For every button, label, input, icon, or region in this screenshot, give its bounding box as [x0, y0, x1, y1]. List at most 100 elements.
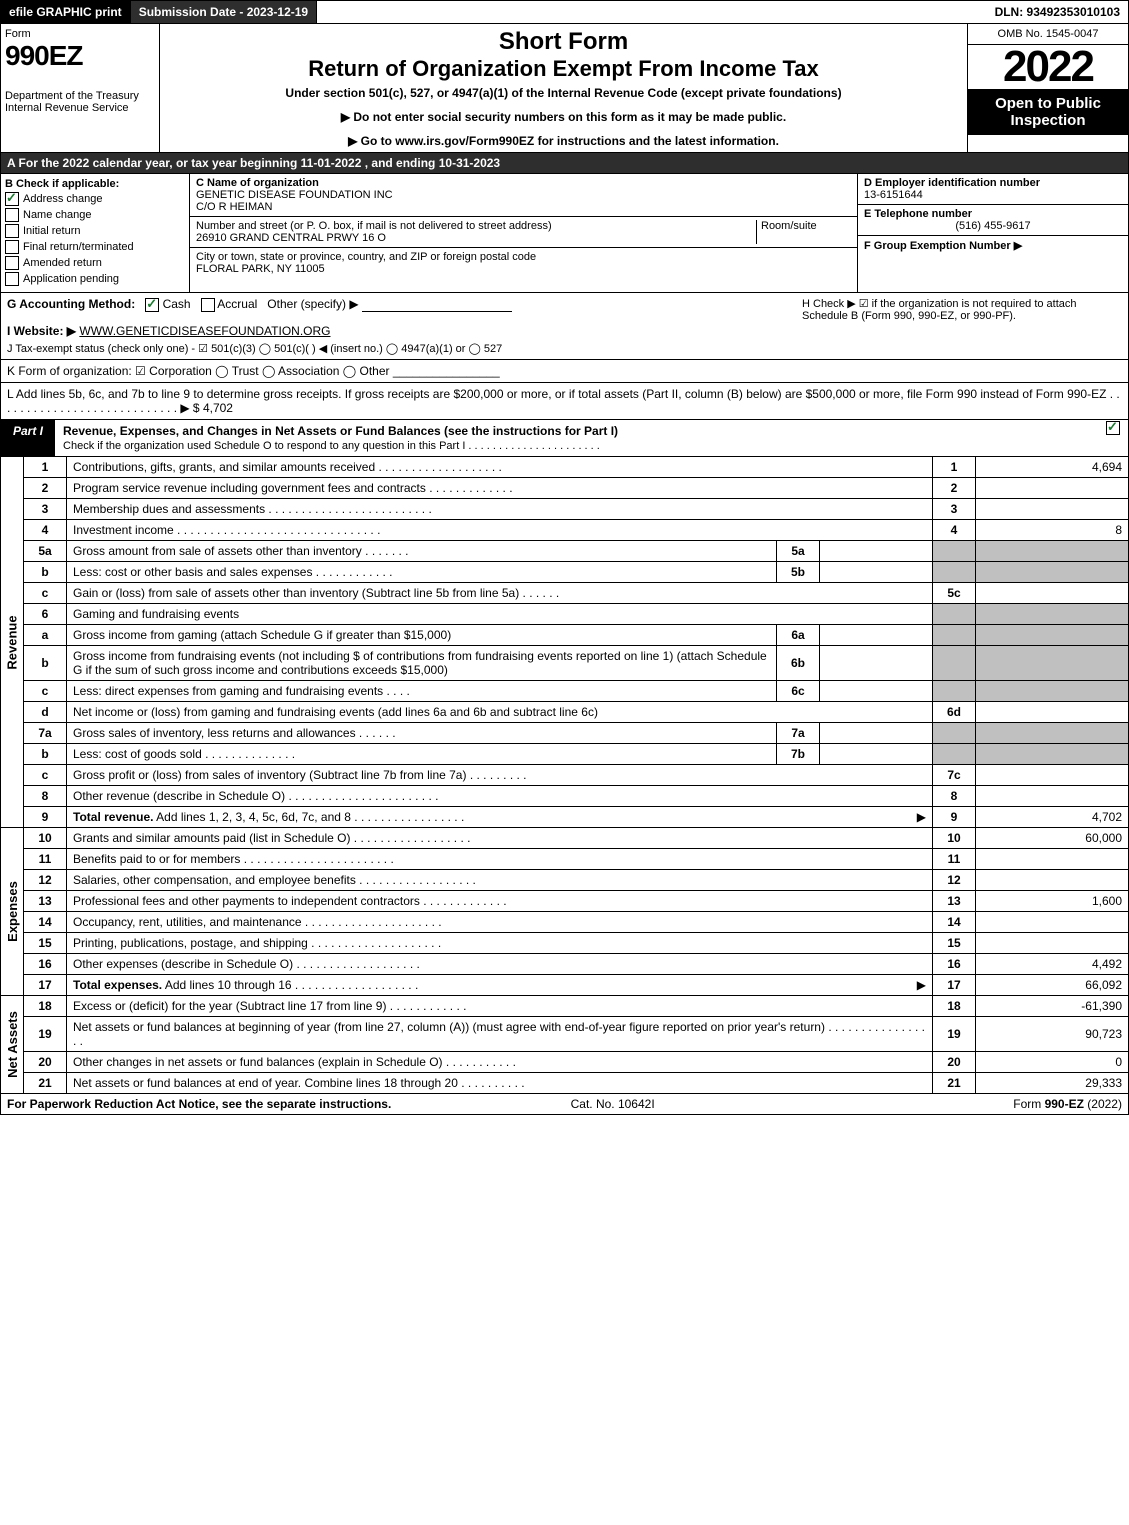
form-ref: Form 990-EZ (2022): [1013, 1097, 1122, 1111]
chk-amended-return[interactable]: Amended return: [5, 256, 185, 270]
line-18: 18Excess or (deficit) for the year (Subt…: [24, 996, 1128, 1017]
chk-application-pending[interactable]: Application pending: [5, 272, 185, 286]
room-label: Room/suite: [761, 220, 817, 232]
section-k: K Form of organization: ☑ Corporation ◯ …: [0, 360, 1129, 383]
group-exemption-label: F Group Exemption Number ▶: [864, 240, 1022, 252]
checkbox-icon: [5, 192, 19, 206]
org-address: 26910 GRAND CENTRAL PRWY 16 O: [196, 232, 386, 244]
org-name: GENETIC DISEASE FOUNDATION INC: [196, 189, 393, 201]
open-to-public-label: Open to Public Inspection: [968, 89, 1128, 135]
line-10: 10Grants and similar amounts paid (list …: [24, 828, 1128, 849]
section-l: L Add lines 5b, 6c, and 7b to line 9 to …: [0, 383, 1129, 420]
form-header: Form 990EZ Department of the Treasury In…: [0, 24, 1129, 153]
instr-goto: ▶ Go to www.irs.gov/Form990EZ for instru…: [164, 134, 963, 148]
ein-label: D Employer identification number: [864, 177, 1040, 189]
checkbox-icon: [5, 240, 19, 254]
part-i-header: Part I Revenue, Expenses, and Changes in…: [0, 420, 1129, 457]
line-7a: 7aGross sales of inventory, less returns…: [24, 723, 1128, 744]
chk-final-return[interactable]: Final return/terminated: [5, 240, 185, 254]
line-20: 20Other changes in net assets or fund ba…: [24, 1052, 1128, 1073]
dln-label: DLN: 93492353010103: [987, 1, 1128, 23]
org-name-label: C Name of organization: [196, 177, 319, 189]
ein-value: 13-6151644: [864, 189, 923, 201]
line-11: 11Benefits paid to or for members . . . …: [24, 849, 1128, 870]
part-i-checkbox[interactable]: [1098, 420, 1128, 456]
line-5a: 5aGross amount from sale of assets other…: [24, 541, 1128, 562]
line-1: 1Contributions, gifts, grants, and simil…: [24, 457, 1128, 478]
tax-year: 2022: [968, 45, 1128, 89]
net-assets-section: Net Assets 18Excess or (deficit) for the…: [0, 996, 1129, 1094]
phone-label: E Telephone number: [864, 208, 972, 220]
line-7c: cGross profit or (loss) from sales of in…: [24, 765, 1128, 786]
checkbox-icon[interactable]: [145, 298, 159, 312]
chk-label: Amended return: [23, 257, 102, 269]
website-label: I Website: ▶: [7, 324, 76, 338]
line-19: 19Net assets or fund balances at beginni…: [24, 1017, 1128, 1052]
other-label: Other (specify) ▶: [267, 297, 358, 311]
chk-name-change[interactable]: Name change: [5, 208, 185, 222]
section-bcd-row: B Check if applicable: Address change Na…: [0, 174, 1129, 293]
city-label: City or town, state or province, country…: [196, 251, 536, 263]
line-17: 17Total expenses. Add lines 10 through 1…: [24, 975, 1128, 996]
chk-label: Application pending: [23, 273, 119, 285]
part-i-check-text: Check if the organization used Schedule …: [63, 440, 600, 452]
org-city: FLORAL PARK, NY 11005: [196, 263, 325, 275]
chk-label: Address change: [23, 193, 103, 205]
line-15: 15Printing, publications, postage, and s…: [24, 933, 1128, 954]
website-url[interactable]: WWW.GENETICDISEASEFOUNDATION.ORG: [79, 324, 330, 338]
checkbox-icon: [5, 224, 19, 238]
chk-address-change[interactable]: Address change: [5, 192, 185, 206]
chk-label: Initial return: [23, 225, 80, 237]
line-7b: bLess: cost of goods sold . . . . . . . …: [24, 744, 1128, 765]
net-assets-side-label: Net Assets: [1, 996, 24, 1093]
line-21: 21Net assets or fund balances at end of …: [24, 1073, 1128, 1094]
line-6: 6Gaming and fundraising events: [24, 604, 1128, 625]
org-co: C/O R HEIMAN: [196, 201, 272, 213]
line-12: 12Salaries, other compensation, and empl…: [24, 870, 1128, 891]
section-l-text: L Add lines 5b, 6c, and 7b to line 9 to …: [7, 387, 1120, 415]
line-16: 16Other expenses (describe in Schedule O…: [24, 954, 1128, 975]
form-word-label: Form: [5, 28, 155, 40]
section-a-tax-year: A For the 2022 calendar year, or tax yea…: [0, 153, 1129, 174]
revenue-side-label: Revenue: [1, 457, 24, 827]
line-6b: bGross income from fundraising events (n…: [24, 646, 1128, 681]
page-footer: For Paperwork Reduction Act Notice, see …: [0, 1094, 1129, 1115]
tax-exempt-status: J Tax-exempt status (check only one) - ☑…: [7, 342, 790, 355]
section-h: H Check ▶ ☑ if the organization is not r…: [796, 293, 1128, 359]
line-3: 3Membership dues and assessments . . . .…: [24, 499, 1128, 520]
chk-initial-return[interactable]: Initial return: [5, 224, 185, 238]
submission-date-label: Submission Date - 2023-12-19: [131, 1, 317, 23]
cash-label: Cash: [163, 297, 191, 311]
part-i-title: Revenue, Expenses, and Changes in Net As…: [63, 424, 618, 438]
section-c: C Name of organization GENETIC DISEASE F…: [190, 174, 858, 292]
form-number: 990EZ: [5, 40, 155, 72]
line-8: 8Other revenue (describe in Schedule O) …: [24, 786, 1128, 807]
line-5c: cGain or (loss) from sale of assets othe…: [24, 583, 1128, 604]
section-b: B Check if applicable: Address change Na…: [1, 174, 190, 292]
efile-graphic-print-button[interactable]: efile GRAPHIC print: [1, 1, 131, 23]
line-6d: dNet income or (loss) from gaming and fu…: [24, 702, 1128, 723]
checkbox-icon: [5, 208, 19, 222]
top-bar: efile GRAPHIC print Submission Date - 20…: [0, 0, 1129, 24]
line-14: 14Occupancy, rent, utilities, and mainte…: [24, 912, 1128, 933]
line-6a: aGross income from gaming (attach Schedu…: [24, 625, 1128, 646]
line-2: 2Program service revenue including gover…: [24, 478, 1128, 499]
line-4: 4Investment income . . . . . . . . . . .…: [24, 520, 1128, 541]
section-b-label: B Check if applicable:: [5, 178, 185, 190]
line-13: 13Professional fees and other payments t…: [24, 891, 1128, 912]
line-6c: cLess: direct expenses from gaming and f…: [24, 681, 1128, 702]
irs-link[interactable]: www.irs.gov/Form990EZ: [395, 134, 534, 148]
line-5b: bLess: cost or other basis and sales exp…: [24, 562, 1128, 583]
chk-label: Name change: [23, 209, 92, 221]
accrual-label: Accrual: [217, 297, 257, 311]
line-9: 9Total revenue. Add lines 1, 2, 3, 4, 5c…: [24, 807, 1128, 828]
checkbox-icon: [5, 272, 19, 286]
paperwork-notice: For Paperwork Reduction Act Notice, see …: [7, 1097, 391, 1111]
section-gh: G Accounting Method: Cash Accrual Other …: [0, 293, 1129, 360]
instr-no-ssn: ▶ Do not enter social security numbers o…: [164, 110, 963, 124]
subtitle: Under section 501(c), 527, or 4947(a)(1)…: [164, 86, 963, 100]
instr-goto-pre: ▶ Go to: [348, 134, 395, 148]
other-specify-line: [362, 297, 512, 312]
checkbox-icon[interactable]: [201, 298, 215, 312]
accounting-method-label: G Accounting Method:: [7, 297, 135, 311]
